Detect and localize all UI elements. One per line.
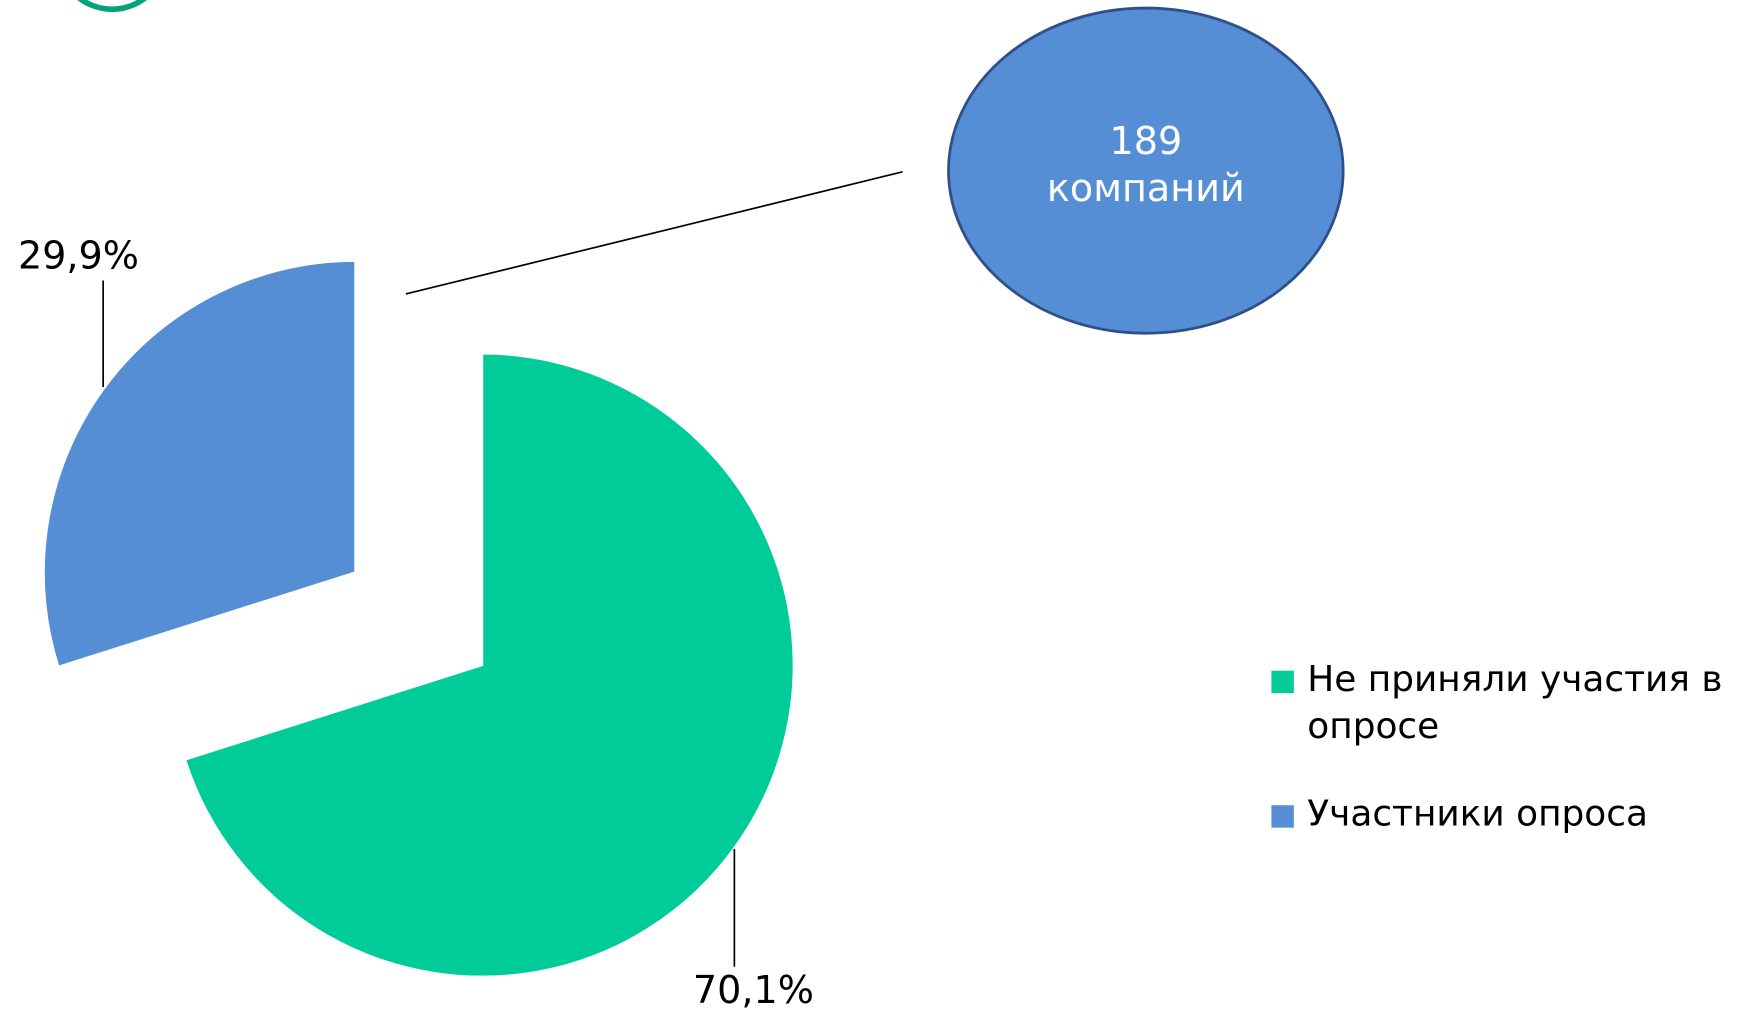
legend-label: Участники опроса [1307, 791, 1648, 835]
legend-box: Не приняли участия в опросе [1307, 657, 1723, 747]
legend-swatch [1271, 805, 1294, 828]
callout-box: 189 компаний [1046, 119, 1245, 212]
callout-bubble [947, 6, 1345, 335]
legend-box: Участники опроса [1307, 791, 1648, 835]
callout-text: 189 компаний [1046, 119, 1245, 212]
data-label: 70,1% [693, 968, 814, 1012]
pie-slice [42, 259, 357, 669]
callout-line [405, 170, 903, 295]
legend-label: Не приняли участия в опросе [1307, 657, 1723, 747]
logo-fragment [77, 0, 147, 12]
legend-swatch [1271, 670, 1294, 694]
data-label: 29,9% [18, 234, 139, 278]
